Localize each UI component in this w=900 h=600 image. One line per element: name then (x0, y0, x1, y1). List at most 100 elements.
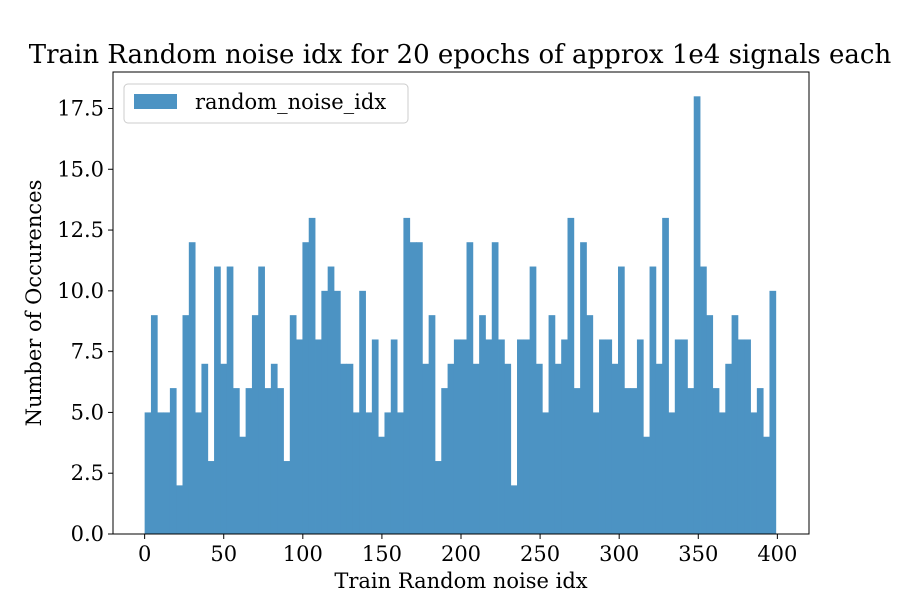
histogram-bar (624, 388, 632, 534)
histogram-bar (447, 363, 455, 534)
x-tick-label: 350 (678, 542, 718, 566)
histogram-bar (510, 485, 518, 534)
y-tick-label: 5.0 (71, 400, 104, 424)
x-tick-label: 300 (599, 542, 639, 566)
histogram-bar (409, 242, 417, 534)
histogram-bar (737, 339, 745, 534)
histogram-bar (712, 388, 720, 534)
histogram-bar (144, 412, 152, 534)
legend-label: random_noise_idx (195, 90, 386, 114)
histogram-bar (352, 412, 360, 534)
histogram-bar (517, 339, 524, 534)
histogram-bar (592, 412, 600, 534)
chart-title: Train Random noise idx for 20 epochs of … (29, 40, 892, 70)
histogram-bar (681, 339, 688, 534)
histogram-bar (586, 315, 594, 534)
histogram-bar (618, 266, 625, 534)
y-tick-label: 0.0 (71, 522, 104, 546)
histogram-bar (416, 242, 423, 534)
y-tick-label: 10.0 (57, 279, 104, 303)
histogram-bar (655, 363, 663, 534)
histogram-bar (504, 363, 512, 534)
y-tick-label: 12.5 (57, 218, 104, 242)
histogram-bar (529, 266, 537, 534)
histogram-bar (365, 412, 373, 534)
histogram-bar (567, 217, 575, 534)
histogram-bar (169, 388, 177, 534)
histogram-bar (220, 363, 228, 534)
histogram-bar (397, 412, 404, 534)
plot-frame (112, 71, 810, 535)
histogram-bar (535, 363, 543, 534)
histogram-bar (554, 363, 562, 534)
histogram-bar (378, 436, 385, 534)
histogram-bar (359, 290, 366, 534)
histogram-bar (718, 412, 726, 534)
histogram-bars (144, 96, 777, 534)
histogram-bar (605, 339, 613, 534)
histogram-bar (188, 242, 196, 534)
x-tick-label: 100 (283, 542, 323, 566)
histogram-bar (176, 485, 183, 534)
histogram-bar (384, 412, 392, 534)
histogram-bar (441, 388, 448, 534)
histogram-bar (561, 339, 568, 534)
histogram-bar (150, 315, 158, 534)
histogram-bar (264, 388, 272, 534)
y-tick-label: 2.5 (71, 461, 104, 485)
histogram-bar (643, 436, 650, 534)
histogram-bar (302, 242, 310, 534)
histogram-bar (346, 363, 354, 534)
x-tick-label: 0 (138, 542, 151, 566)
histogram-bar (422, 363, 430, 534)
histogram-bar (239, 436, 247, 534)
x-tick-label: 400 (757, 542, 797, 566)
histogram-bar (769, 290, 777, 534)
x-tick-label: 250 (520, 542, 560, 566)
y-axis-ticks: 0.0 2.5 5.0 7.5 10.0 12.5 15.0 17.5 (57, 96, 113, 546)
y-tick-label: 17.5 (57, 96, 104, 120)
histogram-bar (479, 315, 486, 534)
histogram-bar (693, 96, 701, 534)
histogram-bar (548, 315, 556, 534)
histogram-bar (636, 339, 644, 534)
histogram-bar (289, 315, 297, 534)
histogram-bar (491, 242, 499, 534)
histogram-bar (195, 412, 202, 534)
histogram-bar (731, 315, 739, 534)
histogram-bar (668, 412, 676, 534)
histogram-bar (485, 339, 493, 534)
x-tick-label: 50 (210, 542, 237, 566)
histogram-bar (163, 412, 171, 534)
histogram-bar (258, 266, 265, 534)
histogram-bar (270, 363, 278, 534)
histogram-bar (403, 217, 411, 534)
histogram-bar (201, 363, 209, 534)
histogram-bar (523, 339, 531, 534)
x-tick-label: 200 (441, 542, 481, 566)
legend-swatch (134, 94, 177, 109)
histogram-bar (157, 412, 164, 534)
histogram-bar (542, 412, 549, 534)
histogram-bar (340, 363, 347, 534)
histogram-bar (321, 290, 329, 534)
histogram-bar (245, 388, 253, 534)
histogram-bar (226, 266, 234, 534)
histogram-bar (390, 339, 398, 534)
histogram-bar (182, 315, 190, 534)
histogram-bar (725, 363, 732, 534)
histogram-bar (599, 339, 606, 534)
histogram-bar (207, 461, 215, 534)
histogram-bar (371, 339, 379, 534)
histogram-bar (315, 339, 322, 534)
histogram-bar (756, 388, 764, 534)
histogram-bar (453, 339, 461, 534)
histogram-bar (630, 388, 638, 534)
histogram-bar (611, 363, 619, 534)
histogram-bar (580, 242, 587, 534)
histogram-bar (706, 315, 714, 534)
histogram-bar (296, 339, 303, 534)
histogram-bar (498, 339, 505, 534)
histogram-bar (251, 315, 259, 534)
